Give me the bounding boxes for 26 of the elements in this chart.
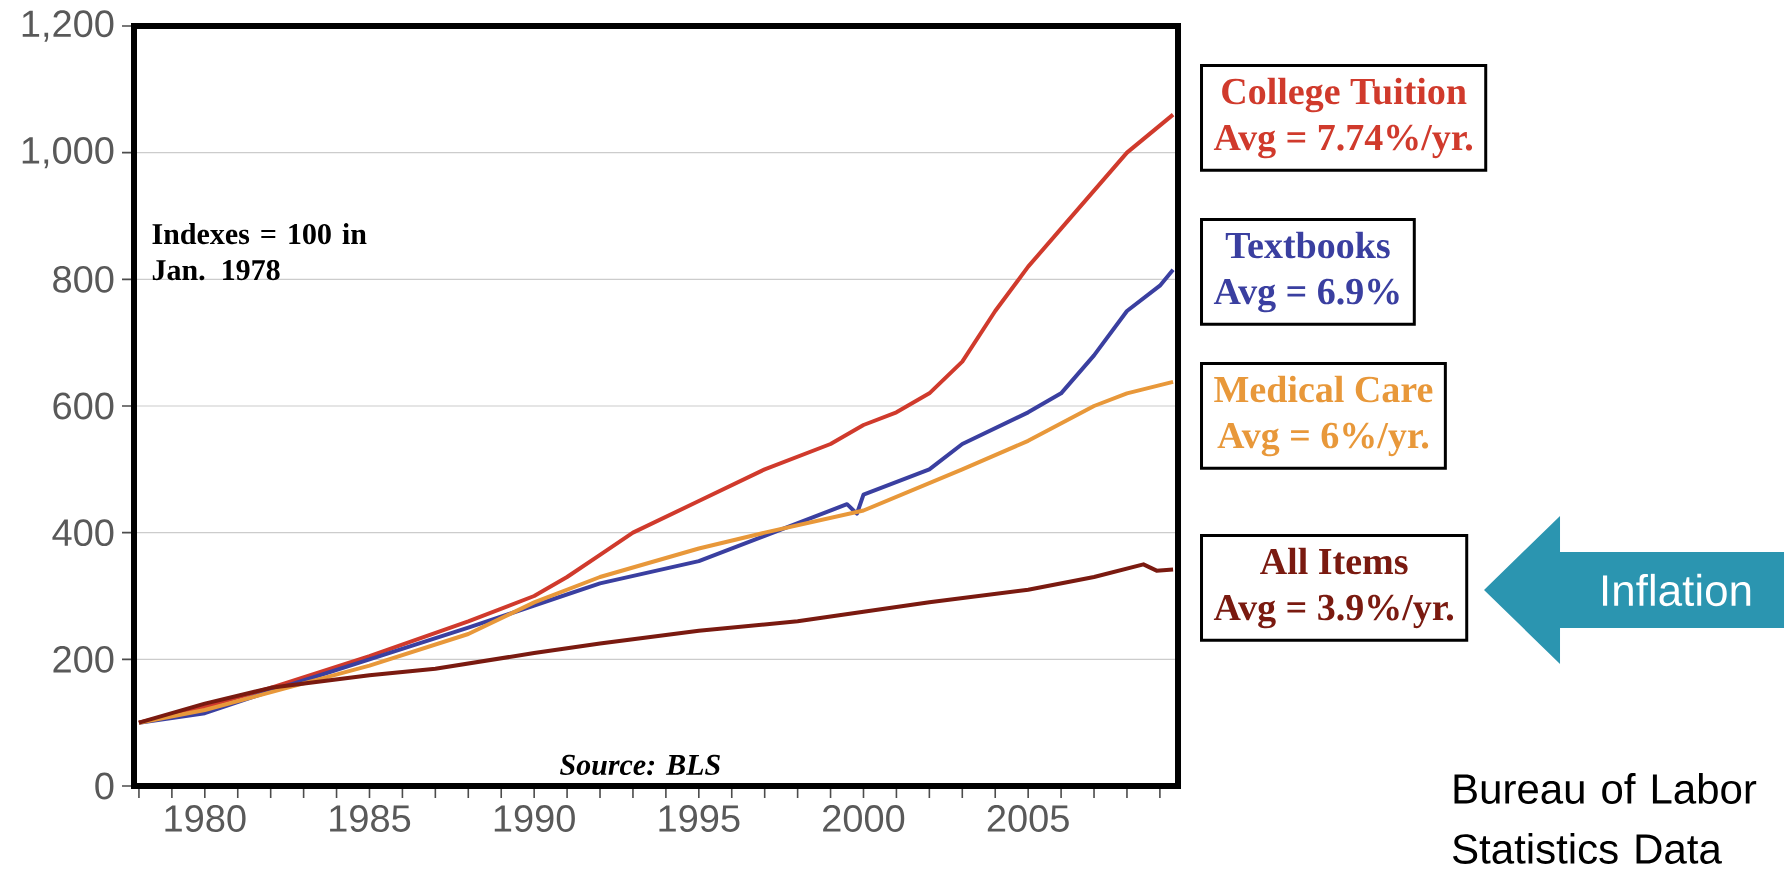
annotation: Indexes = 100 in Jan. 1978 [152,223,367,281]
text: Avg = 3.9%/yr. [1213,594,1454,629]
y-tick-label: 800 [53,265,114,293]
x-tick-label: 1980 [165,805,246,832]
series-label: College Tuition [1222,77,1467,113]
y-tick-label: 200 [53,645,114,673]
x-tick-label: 1990 [494,805,575,832]
x-tick-label: 1985 [330,805,411,832]
line-series [136,562,1176,725]
y-tick-label: 1,200 [22,10,114,42]
y-tick-label: 0 [95,772,114,800]
text: Avg = 6%/yr. [1217,422,1429,457]
x-tick-label: 2000 [823,805,905,832]
y-tick-label: 400 [52,519,114,547]
text: Inflation [1603,573,1751,607]
x-tick-label: 2005 [987,805,1069,832]
y-tick-label: 600 [53,392,114,420]
x-tick-label: 1995 [659,805,740,832]
text: Avg = 6.9% [1213,278,1399,313]
text: Bureau of Labor Statistics Data [1453,773,1757,864]
text: Avg = 7.74%/yr. [1213,124,1473,159]
y-tick-label: 1,000 [22,136,114,169]
annotation: Source: BLS [560,754,720,776]
series-label: Textbooks [1225,231,1390,259]
text: All Items [1260,547,1408,575]
series-label: Medical Care [1214,375,1433,403]
